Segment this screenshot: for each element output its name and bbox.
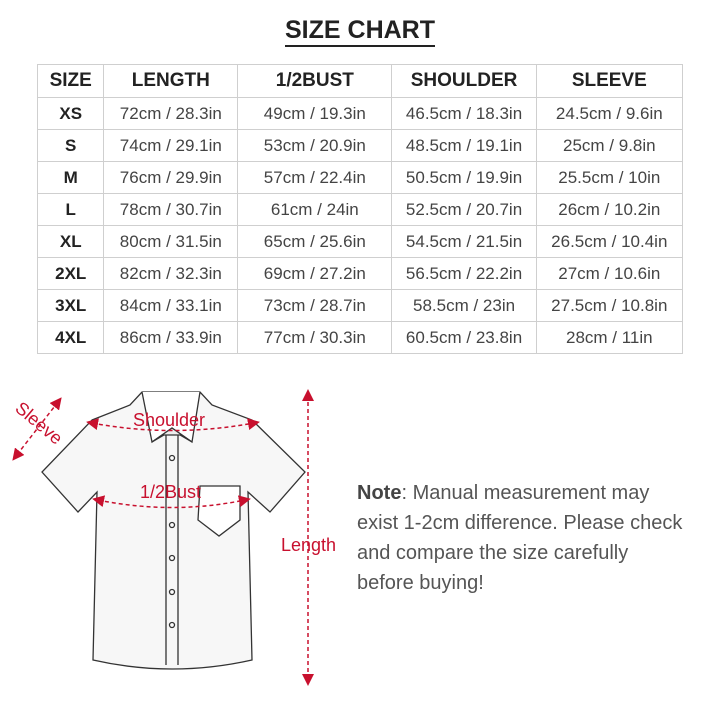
measurement-cell: 50.5cm / 19.9in	[391, 161, 537, 194]
measurement-cell: 27.5cm / 10.8in	[535, 289, 684, 322]
measurement-cell: 58.5cm / 23in	[391, 289, 537, 322]
table-row: XS 72cm / 28.3in 49cm / 19.3in 46.5cm / 18.…	[36, 97, 684, 130]
size-cell: 3XL	[36, 289, 105, 322]
column-header: SLEEVE	[535, 64, 684, 98]
size-cell: M	[36, 161, 105, 194]
measurement-cell: 25.5cm / 10in	[535, 161, 684, 194]
measurement-cell: 28cm / 11in	[535, 321, 684, 354]
table-row: 3XL 84cm / 33.1in 73cm / 28.7in 58.5cm / 23…	[36, 289, 684, 322]
measurement-cell: 49cm / 19.3in	[237, 97, 393, 130]
shoulder-label: Shoulder	[133, 410, 205, 430]
size-cell: 2XL	[36, 257, 105, 290]
column-header: LENGTH	[103, 64, 239, 98]
shirt-diagram: Shoulder 1/2Bust Length Sleeve	[11, 389, 336, 686]
measurement-cell: 76cm / 29.9in	[103, 161, 239, 194]
column-header: SIZE	[36, 64, 105, 98]
measurement-cell: 24.5cm / 9.6in	[535, 97, 684, 130]
measurement-cell: 53cm / 20.9in	[237, 129, 393, 162]
measurement-cell: 61cm / 24in	[237, 193, 393, 226]
measurement-cell: 60.5cm / 23.8in	[391, 321, 537, 354]
sleeve-label: Sleeve	[11, 398, 66, 449]
table-row: M 76cm / 29.9in 57cm / 22.4in 50.5cm / 19.9…	[36, 161, 684, 194]
size-table: SIZE LENGTH 1/2BUST SHOULDER SLEEVE XS 72cm /…	[36, 64, 684, 354]
measurement-cell: 27cm / 10.6in	[535, 257, 684, 290]
measurement-cell: 48.5cm / 19.1in	[391, 129, 537, 162]
size-cell: S	[36, 129, 105, 162]
measurement-cell: 69cm / 27.2in	[237, 257, 393, 290]
measurement-cell: 52.5cm / 20.7in	[391, 193, 537, 226]
measurement-cell: 54.5cm / 21.5in	[391, 225, 537, 258]
bust-arrow	[92, 495, 251, 509]
measurement-cell: 77cm / 30.3in	[237, 321, 393, 354]
measurement-cell: 74cm / 29.1in	[103, 129, 239, 162]
measurement-cell: 65cm / 25.6in	[237, 225, 393, 258]
measurement-cell: 86cm / 33.9in	[103, 321, 239, 354]
measurement-cell: 72cm / 28.3in	[103, 97, 239, 130]
measurement-cell: 57cm / 22.4in	[237, 161, 393, 194]
bust-label: 1/2Bust	[140, 482, 201, 502]
table-row: S 74cm / 29.1in 53cm / 20.9in 48.5cm / 19.1…	[36, 129, 684, 162]
measurement-cell: 26.5cm / 10.4in	[535, 225, 684, 258]
measurement-note: Note: Manual measurement may exist 1-2cm…	[357, 482, 683, 594]
measurement-cell: 82cm / 32.3in	[103, 257, 239, 290]
table-row: L 78cm / 30.7in 61cm / 24in 52.5cm / 20.7in…	[36, 193, 684, 226]
size-cell: L	[36, 193, 105, 226]
shoulder-arrow	[86, 418, 260, 432]
measurement-cell: 84cm / 33.1in	[103, 289, 239, 322]
measurement-cell: 80cm / 31.5in	[103, 225, 239, 258]
page-title: SIZE CHART	[0, 16, 720, 47]
length-label: Length	[281, 535, 336, 555]
sleeve-arrow	[12, 397, 62, 461]
size-cell: XS	[36, 97, 105, 130]
shirt-icon	[41, 391, 306, 670]
size-cell: XL	[36, 225, 105, 258]
measurement-cell: 56.5cm / 22.2in	[391, 257, 537, 290]
column-header: SHOULDER	[391, 64, 537, 98]
measurement-cell: 26cm / 10.2in	[535, 193, 684, 226]
table-row: 4XL 86cm / 33.9in 77cm / 30.3in 60.5cm / 23…	[36, 321, 684, 354]
measurement-cell: 25cm / 9.8in	[535, 129, 684, 162]
measurement-cell: 73cm / 28.7in	[237, 289, 393, 322]
table-row: 2XL 82cm / 32.3in 69cm / 27.2in 56.5cm / 22…	[36, 257, 684, 290]
column-header: 1/2BUST	[237, 64, 393, 98]
size-cell: 4XL	[36, 321, 105, 354]
measurement-cell: 78cm / 30.7in	[103, 193, 239, 226]
table-header: SIZE LENGTH 1/2BUST SHOULDER SLEEVE	[36, 64, 684, 98]
measurement-cell: 46.5cm / 18.3in	[391, 97, 537, 130]
table-row: XL 80cm / 31.5in 65cm / 25.6in 54.5cm / 21.…	[36, 225, 684, 258]
